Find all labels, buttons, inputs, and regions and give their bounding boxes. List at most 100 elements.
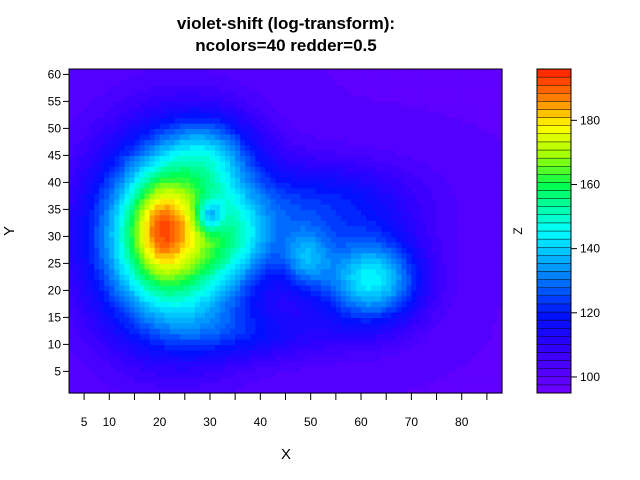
heatmap-cell xyxy=(74,171,80,178)
heatmap-cell xyxy=(84,258,90,264)
heatmap-cell xyxy=(69,317,75,324)
heatmap-cell xyxy=(230,166,236,173)
heatmap-cell xyxy=(481,112,488,119)
heatmap-cell xyxy=(315,312,322,318)
heatmap-cell xyxy=(235,106,241,113)
heatmap-cell xyxy=(290,171,297,178)
heatmap-cell xyxy=(366,344,372,351)
heatmap-cell xyxy=(209,144,216,151)
heatmap-cell xyxy=(109,306,115,313)
heatmap-cell xyxy=(74,263,80,270)
heatmap-cell xyxy=(416,236,423,243)
heatmap-cell xyxy=(486,225,493,232)
heatmap-cell xyxy=(194,177,201,183)
heatmap-cell xyxy=(426,382,433,389)
heatmap-cell xyxy=(169,258,176,264)
heatmap-cell xyxy=(471,144,478,151)
heatmap-cell xyxy=(265,339,271,345)
heatmap-cell xyxy=(355,106,362,113)
heatmap-cell xyxy=(300,231,307,237)
heatmap-cell xyxy=(179,376,186,383)
heatmap-cell xyxy=(355,306,362,313)
heatmap-cell xyxy=(139,101,146,108)
heatmap-cell xyxy=(199,360,206,367)
heatmap-cell xyxy=(476,96,483,102)
heatmap-cell xyxy=(386,123,392,129)
heatmap-cell xyxy=(456,322,463,329)
heatmap-cell xyxy=(149,333,156,340)
heatmap-cell xyxy=(129,339,136,345)
heatmap-cell xyxy=(446,198,453,205)
heatmap-cell xyxy=(461,155,468,162)
heatmap-cell xyxy=(184,166,191,173)
heatmap-cell xyxy=(245,382,251,389)
heatmap-cell xyxy=(451,193,458,200)
heatmap-cell xyxy=(355,220,362,227)
heatmap-cell xyxy=(74,117,80,124)
heatmap-cell xyxy=(376,101,382,108)
heatmap-cell xyxy=(305,177,312,183)
heatmap-cell xyxy=(149,182,156,189)
heatmap-cell xyxy=(401,139,407,146)
heatmap-cell xyxy=(330,220,337,227)
heatmap-cell xyxy=(270,371,277,378)
heatmap-cell xyxy=(184,123,191,129)
heatmap-cell xyxy=(310,306,317,313)
heatmap-cell xyxy=(129,85,136,92)
heatmap-cell xyxy=(300,344,307,351)
heatmap-cell xyxy=(330,258,337,264)
heatmap-cell xyxy=(245,366,251,372)
heatmap-cell xyxy=(310,79,317,86)
heatmap-cell xyxy=(491,101,498,108)
heatmap-cell xyxy=(471,306,478,313)
heatmap-cell xyxy=(94,312,100,318)
heatmap-cell xyxy=(74,139,80,146)
heatmap-cell xyxy=(396,317,402,324)
heatmap-cell xyxy=(431,187,438,194)
heatmap-cell xyxy=(345,301,352,308)
heatmap-cell xyxy=(466,128,473,135)
heatmap-cell xyxy=(265,128,271,135)
heatmap-cell xyxy=(265,290,271,297)
heatmap-cell xyxy=(124,112,131,119)
heatmap-cell xyxy=(406,166,412,173)
heatmap-cell xyxy=(345,139,352,146)
heatmap-cell xyxy=(461,225,468,232)
heatmap-cell xyxy=(265,231,271,237)
heatmap-cell xyxy=(265,263,271,270)
heatmap-cell xyxy=(361,344,367,351)
heatmap-cell xyxy=(476,155,483,162)
heatmap-cell xyxy=(355,366,362,372)
heatmap-cell xyxy=(235,123,241,129)
heatmap-cell xyxy=(230,328,236,335)
heatmap-cell xyxy=(436,117,443,124)
heatmap-cell xyxy=(124,241,131,248)
heatmap-cell xyxy=(129,117,136,124)
heatmap-cell xyxy=(350,101,357,108)
heatmap-cell xyxy=(114,112,120,119)
heatmap-cell xyxy=(396,90,402,97)
heatmap-cell xyxy=(310,214,317,221)
heatmap-cell xyxy=(481,166,488,173)
heatmap-cell xyxy=(416,101,423,108)
heatmap-cell xyxy=(310,279,317,286)
heatmap-cell xyxy=(174,247,181,254)
heatmap-cell xyxy=(396,322,402,329)
heatmap-cell xyxy=(225,96,231,102)
heatmap-cell xyxy=(290,214,297,221)
heatmap-cell xyxy=(220,187,226,194)
heatmap-cell xyxy=(89,193,95,200)
heatmap-cell xyxy=(350,317,357,324)
heatmap-cell xyxy=(79,247,85,254)
heatmap-cell xyxy=(94,166,100,173)
heatmap-cell xyxy=(270,187,277,194)
heatmap-cell xyxy=(174,290,181,297)
heatmap-cell xyxy=(144,139,151,146)
heatmap-cell xyxy=(144,133,151,140)
heatmap-cell xyxy=(209,317,216,324)
heatmap-cell xyxy=(381,295,387,302)
heatmap-cell xyxy=(270,193,277,200)
heatmap-cell xyxy=(315,182,322,189)
heatmap-cell xyxy=(366,317,372,324)
heatmap-cell xyxy=(441,225,448,232)
